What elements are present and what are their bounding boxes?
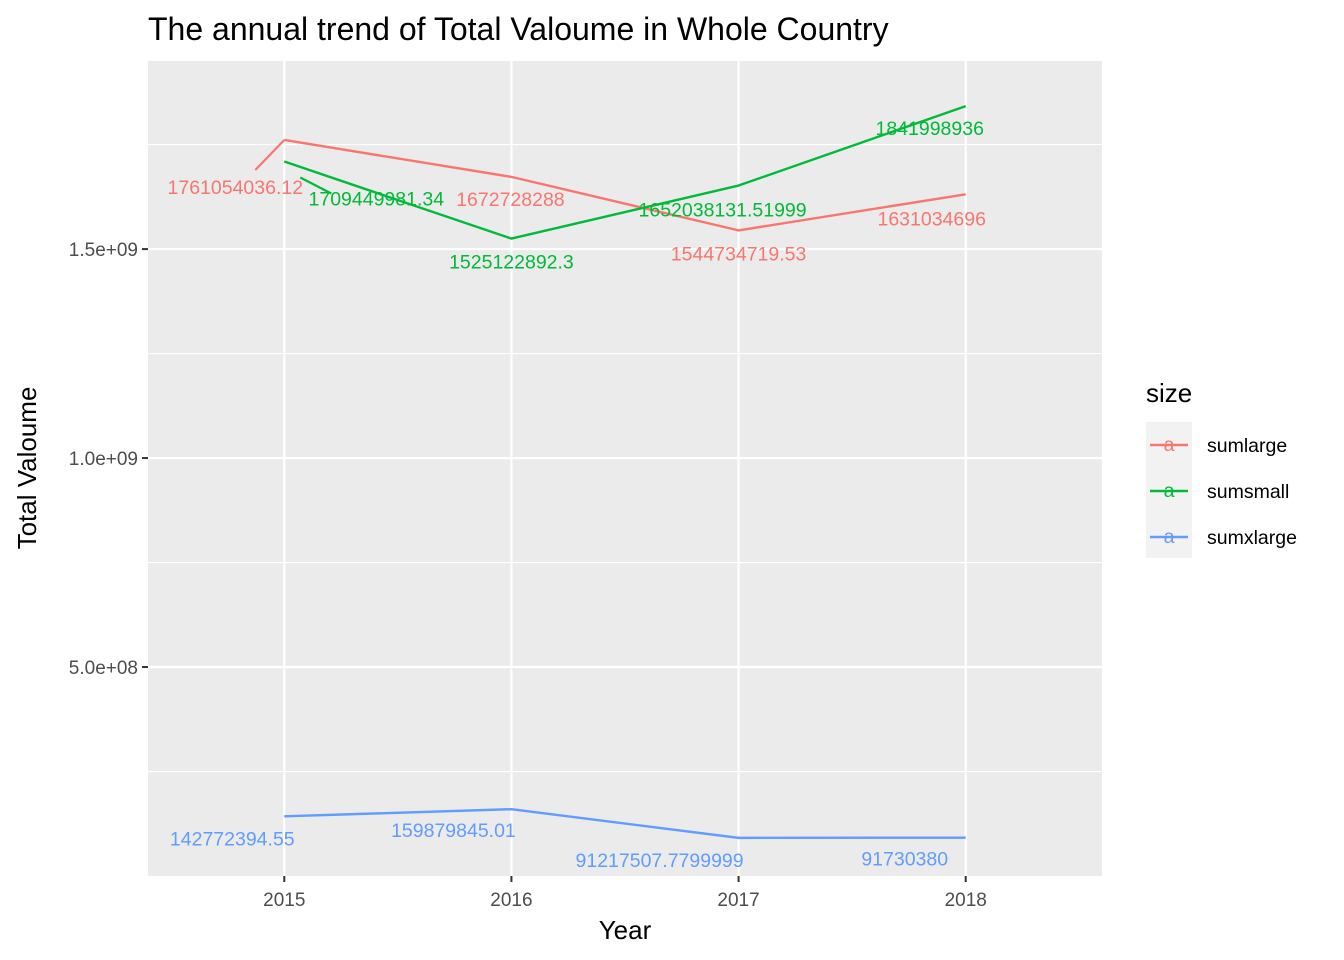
data-label-sumxlarge: 159879845.01 [391, 820, 516, 842]
series-lines [283, 105, 967, 840]
x-tick-label: 2015 [263, 890, 305, 911]
legend-label: sumsmall [1207, 481, 1289, 503]
legend-key-glyph: a [1164, 526, 1175, 548]
data-label-sumxlarge: 91217507.7799999 [576, 850, 744, 872]
legend-title: size [1146, 378, 1192, 408]
y-tick-label: 5.0e+08 [69, 658, 138, 679]
y-tick-label: 1.0e+09 [69, 449, 138, 470]
legend-label: sumlarge [1207, 435, 1287, 457]
data-label-sumxlarge: 142772394.55 [170, 828, 295, 850]
data-label-sumlarge: 1672728288 [456, 189, 564, 211]
data-label-sumlarge: 1544734719.53 [671, 243, 807, 265]
legend-label: sumxlarge [1207, 527, 1297, 549]
data-label-sumsmall: 1652038131.51999 [639, 200, 807, 222]
x-tick-label: 2018 [945, 890, 987, 911]
data-label-sumsmall: 1841998936 [875, 118, 983, 140]
y-axis: 5.0e+08 1.0e+09 1.5e+09 [69, 240, 148, 679]
series-line-sumsmall [283, 105, 967, 240]
legend-key-glyph: a [1164, 434, 1175, 456]
x-tick-label: 2017 [717, 890, 759, 911]
series-line-sumlarge [284, 138, 966, 232]
legend: size a sumlarge a sumsmall a sumxlarge [1146, 378, 1297, 558]
data-label-sumlarge: 1761054036.12 [168, 177, 304, 199]
y-tick-label: 1.5e+09 [69, 240, 138, 261]
y-axis-title: Total Valoume [12, 387, 42, 550]
x-axis: 2015 2016 2017 2018 [263, 876, 987, 911]
label-connector-sumlarge [254, 139, 286, 171]
label-connector-sumsmall [299, 176, 332, 195]
major-gridlines [148, 61, 1102, 876]
data-labels: 1761054036.12 1672728288 1544734719.53 1631… [168, 118, 986, 872]
data-label-sumsmall: 1525122892.3 [449, 252, 574, 274]
x-tick-label: 2016 [490, 890, 532, 911]
data-label-sumsmall: 1709449981.34 [309, 189, 445, 211]
data-label-sumxlarge: 91730380 [861, 849, 948, 871]
legend-key-glyph: a [1164, 480, 1175, 502]
series-line-sumxlarge [284, 807, 966, 840]
label-connectors [254, 139, 332, 195]
chart-title: The annual trend of Total Valoume in Who… [148, 11, 889, 47]
x-axis-title: Year [599, 915, 652, 945]
data-label-sumlarge: 1631034696 [877, 208, 985, 230]
